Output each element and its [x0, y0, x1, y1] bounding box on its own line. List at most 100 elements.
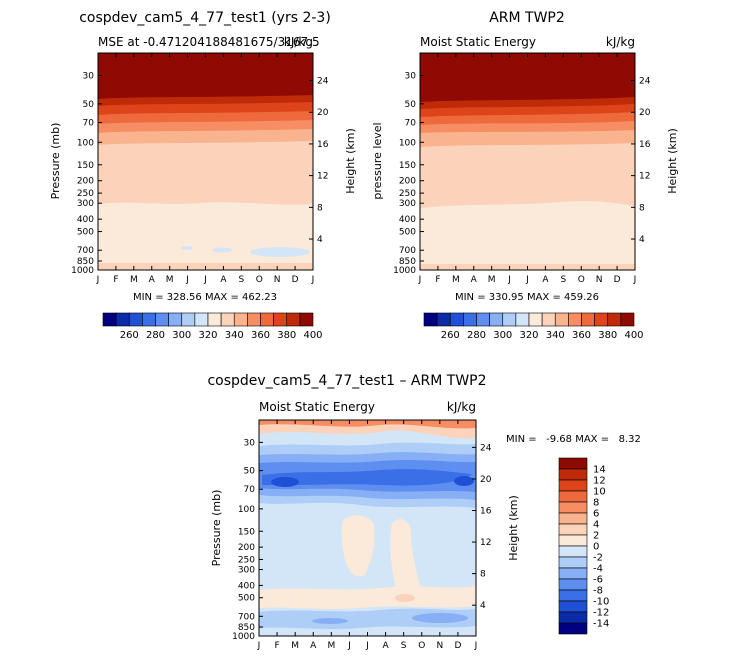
- colorbar-swatch: [207, 312, 222, 327]
- colorbar-swatch: [558, 490, 588, 503]
- colorbar-label: 380: [277, 330, 296, 341]
- x-tick-label: O: [418, 641, 425, 651]
- x-tick-label: J: [507, 275, 511, 285]
- colorbar-label: 320: [519, 330, 538, 341]
- y-tick-label: 250: [238, 555, 255, 565]
- colorbar-swatch: [436, 312, 451, 327]
- colorbar-swatch: [558, 501, 588, 514]
- x-tick-label: M: [488, 275, 496, 285]
- y-right-tick-label: 20: [317, 108, 329, 118]
- colorbar-label: 6: [593, 509, 599, 520]
- panel-subtitle: MSE at -0.471204188481675/3167.5: [98, 35, 320, 49]
- panel-units: kJ/kg: [284, 35, 313, 49]
- band-neg: [259, 608, 476, 629]
- band-neg: [312, 618, 348, 624]
- blob-low: [181, 246, 193, 250]
- band-neg: [262, 469, 472, 486]
- panel-subtitle: Moist Static Energy: [420, 35, 536, 49]
- band-neg: [412, 613, 468, 623]
- colorbar-swatch: [620, 312, 635, 327]
- colorbar-swatch: [558, 589, 588, 602]
- colorbar-label: 14: [593, 465, 606, 476]
- y-axis-label: pressure level: [371, 122, 384, 199]
- y-tick-label: 70: [244, 485, 256, 495]
- colorbar-label: -4: [593, 564, 603, 575]
- colorbar-label: 0: [593, 542, 599, 553]
- band-400: [420, 53, 635, 102]
- y-tick-label: 200: [77, 177, 94, 187]
- x-tick-label: N: [436, 641, 443, 651]
- colorbar-swatch: [489, 312, 504, 327]
- colorbar-swatch: [247, 312, 261, 327]
- x-tick-label: N: [274, 275, 281, 285]
- y-axis-label: Pressure (mb): [210, 490, 223, 567]
- colorbar-swatch: [558, 567, 588, 580]
- blob-low: [212, 247, 232, 253]
- colorbar-swatch: [607, 312, 622, 327]
- colorbar-swatch: [558, 556, 588, 569]
- y-tick-label: 50: [244, 467, 256, 477]
- x-tick-label: J: [633, 275, 637, 285]
- x-tick-label: S: [560, 275, 566, 285]
- y-tick-label: 500: [77, 228, 94, 238]
- colorbar-label: 360: [251, 330, 270, 341]
- y-tick-label: 250: [399, 189, 416, 199]
- min-max-stats: MIN = 328.56 MAX = 462.23: [133, 292, 277, 303]
- y-right-tick-label: 8: [639, 203, 645, 213]
- x-tick-label: F: [113, 275, 118, 285]
- panel-model: cospdev_cam5_4_77_test1 (yrs 2-3) MSE at…: [49, 10, 357, 341]
- colorbar-label: 320: [198, 330, 217, 341]
- colorbar-swatch: [558, 457, 588, 470]
- x-tick-label: J: [347, 641, 351, 651]
- colorbar-swatch: [558, 534, 588, 547]
- colorbar-swatch: [581, 312, 595, 327]
- colorbar: 260 280 300 320 340 360 380 400: [102, 312, 323, 341]
- colorbar-swatch: [558, 600, 588, 613]
- x-tick-label: J: [474, 641, 478, 651]
- y-axis-label-right: Height (km): [344, 128, 357, 194]
- colorbar-swatch: [558, 578, 588, 591]
- y-right-tick-label: 8: [480, 570, 486, 580]
- colorbar-swatch: [568, 312, 582, 327]
- colorbar-label: 8: [593, 498, 599, 509]
- y-tick-label: 200: [399, 177, 416, 187]
- x-tick-label: J: [257, 641, 261, 651]
- colorbar-swatch: [558, 611, 588, 624]
- colorbar-label: 260: [441, 330, 460, 341]
- y-tick-label: 100: [77, 138, 94, 148]
- colorbar-swatch: [528, 312, 543, 327]
- y-right-tick-label: 20: [480, 475, 492, 485]
- colorbar-swatch: [558, 468, 588, 481]
- colorbar-swatch: [102, 312, 117, 327]
- y-tick-label: 700: [238, 612, 255, 622]
- x-tick-label: J: [311, 275, 315, 285]
- band-neg-deep: [271, 477, 299, 487]
- y-tick-label: 30: [405, 71, 417, 81]
- y-right-tick-label: 20: [639, 108, 651, 118]
- colorbar-swatch: [260, 312, 274, 327]
- colorbar-label: 12: [593, 476, 606, 487]
- colorbar-label: -6: [593, 575, 603, 586]
- x-tick-label: F: [274, 641, 279, 651]
- contour-fill: [98, 53, 313, 270]
- x-tick-label: S: [401, 641, 407, 651]
- colorbar-swatch: [554, 312, 569, 327]
- colorbar-label: -10: [593, 597, 609, 608]
- y-right-tick-label: 4: [639, 235, 645, 245]
- y-tick-label: 400: [77, 215, 94, 225]
- x-tick-label: J: [96, 275, 100, 285]
- y-tick-label: 1000: [393, 266, 416, 276]
- x-tick-label: A: [149, 275, 156, 285]
- y-tick-label: 100: [238, 505, 255, 515]
- y-right-tick-label: 12: [317, 172, 328, 182]
- y-tick-label: 500: [399, 228, 416, 238]
- colorbar-label: 280: [146, 330, 165, 341]
- x-tick-label: A: [471, 275, 478, 285]
- colorbar-label: -14: [593, 619, 609, 630]
- colorbar-swatch: [558, 622, 588, 635]
- y-right-tick-label: 24: [317, 77, 329, 87]
- panel-title: cospdev_cam5_4_77_test1 (yrs 2-3): [79, 10, 331, 26]
- y-tick-label: 150: [399, 161, 416, 171]
- x-tick-label: D: [454, 641, 461, 651]
